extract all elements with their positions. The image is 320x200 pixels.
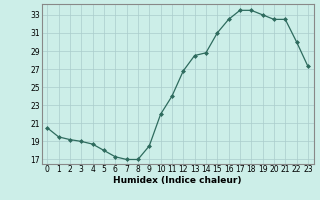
X-axis label: Humidex (Indice chaleur): Humidex (Indice chaleur): [113, 176, 242, 185]
